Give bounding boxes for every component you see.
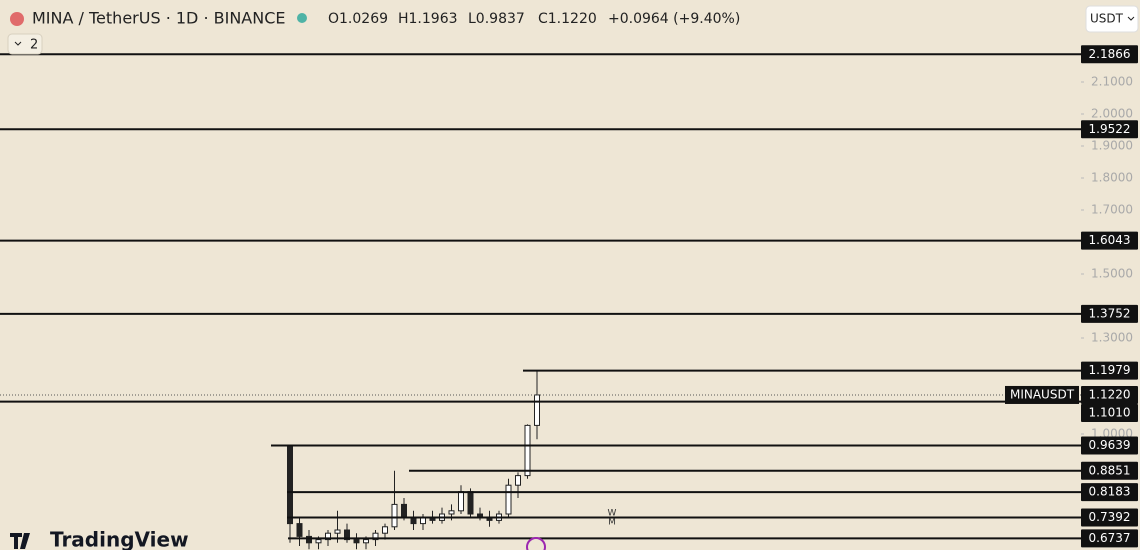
candle-body — [334, 529, 341, 534]
candle-body — [382, 526, 388, 534]
candle-body — [391, 503, 398, 528]
price-tag — [1081, 45, 1138, 64]
price-tag — [1081, 436, 1138, 455]
candle-body — [306, 535, 312, 544]
price-label: 0.8183 — [1089, 485, 1131, 499]
price-tag — [1081, 529, 1138, 548]
ohlc-value: L0.9837 — [468, 11, 525, 27]
annotation: M — [608, 518, 616, 528]
candle-body — [467, 491, 474, 515]
price-label: 1.6043 — [1089, 233, 1131, 247]
candle-body — [315, 539, 322, 544]
price-label: 2.1866 — [1089, 47, 1131, 61]
brand: TradingView — [50, 528, 189, 550]
price-label: 1.9522 — [1089, 122, 1131, 136]
y-tick-label: 2.1000 — [1091, 75, 1133, 89]
chevron — [14, 41, 22, 46]
status-dot — [297, 13, 307, 23]
price-label: 0.6737 — [1089, 531, 1131, 545]
candle-body — [296, 523, 303, 537]
price-label: 1.1979 — [1089, 363, 1131, 377]
price-label: 0.7392 — [1089, 510, 1131, 524]
price-tag — [1081, 403, 1138, 422]
price-tag — [1081, 508, 1138, 527]
brand-logo — [10, 533, 30, 549]
price-label: 1.1010 — [1089, 405, 1131, 419]
indicator-toggle[interactable] — [7, 33, 43, 55]
price-label: 1.3752 — [1089, 306, 1131, 320]
price-tag — [1081, 304, 1138, 323]
y-tick-label: 2.0000 — [1091, 107, 1133, 121]
price-tag — [1081, 361, 1138, 380]
price-tag — [1081, 231, 1138, 250]
candle-body — [363, 539, 369, 544]
candle-body — [287, 446, 293, 525]
price-label: 0.8851 — [1089, 463, 1131, 477]
plot: 2.1000 2.0000 1.9000 1.8000 1.7000 1.5000 1.30… — [0, 45, 1138, 550]
price-tag — [1081, 385, 1138, 404]
candle-body — [401, 503, 407, 518]
indicator-count[interactable]: 2 — [30, 38, 38, 53]
annotation: W — [608, 509, 617, 519]
y-tick-label: 1.8000 — [1091, 171, 1133, 185]
candle-body — [344, 529, 350, 541]
event-marker[interactable] — [526, 537, 546, 550]
chevron — [1127, 16, 1135, 21]
candle-body — [448, 510, 455, 515]
symbol-icon — [10, 12, 24, 26]
y-tick-label: 1.7000 — [1091, 203, 1133, 217]
symbol-tag — [1005, 385, 1079, 404]
symbol-label: MINAUSDT — [1010, 387, 1075, 401]
candle-body — [515, 475, 521, 486]
price-tag — [1081, 483, 1138, 502]
price-label: 1.1220 — [1089, 387, 1131, 401]
y-tick-label: 1.5000 — [1091, 267, 1133, 281]
candle-body — [372, 532, 379, 541]
currency-label[interactable]: USDT — [1090, 12, 1124, 26]
ohlc-value: H1.1963 — [398, 11, 458, 27]
ohlc-legend: O1.0269 H1.1963 L0.9837 C1.1220 +0.0964 (+9.… — [328, 11, 740, 27]
price-tag — [1081, 461, 1138, 480]
ohlc-value: +0.0964 (+9.40%) — [608, 11, 740, 27]
candle-body — [353, 539, 360, 544]
candle-body — [325, 532, 331, 541]
candle-body — [524, 424, 531, 477]
ohlc-value: C1.1220 — [538, 11, 597, 27]
price-tag — [1081, 120, 1138, 139]
candle-body — [458, 491, 464, 512]
currency-button[interactable] — [1085, 5, 1139, 33]
ohlc-value: O1.0269 — [328, 11, 388, 27]
candle-body — [534, 394, 540, 426]
y-tick-label: 1.9000 — [1091, 139, 1133, 153]
chart-title: MINA / TetherUS · 1D · BINANCE — [32, 9, 285, 28]
y-tick-label: 1.3000 — [1091, 331, 1133, 345]
candle-body — [505, 484, 512, 515]
price-label: 0.9639 — [1089, 438, 1131, 452]
